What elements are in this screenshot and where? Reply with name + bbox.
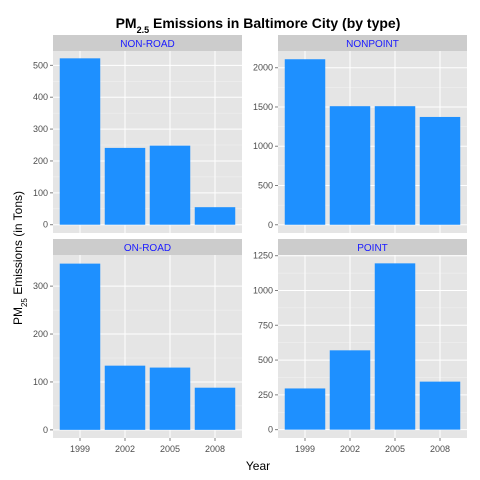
x-tick-label: 2002 bbox=[115, 444, 135, 454]
facet-strip-label: NON-ROAD bbox=[120, 39, 174, 50]
x-tick-label: 1999 bbox=[295, 444, 315, 454]
y-tick-label: 500 bbox=[33, 60, 48, 70]
y-tick-label: 0 bbox=[268, 425, 273, 435]
bar bbox=[194, 387, 236, 430]
y-tick-label: 300 bbox=[33, 124, 48, 134]
y-tick-label: 250 bbox=[258, 390, 273, 400]
facet-strip bbox=[278, 35, 467, 51]
x-tick-label: 1999 bbox=[70, 444, 90, 454]
y-axis-label: PM25 Emissions (in Tons) bbox=[11, 191, 29, 325]
bar bbox=[59, 58, 101, 225]
facet-strip-label: NONPOINT bbox=[346, 39, 399, 50]
bar bbox=[59, 263, 101, 430]
facet-strip bbox=[53, 35, 242, 51]
facet-strip bbox=[53, 239, 242, 255]
bar bbox=[104, 365, 146, 430]
y-tick-label: 0 bbox=[43, 425, 48, 435]
y-tick-label: 200 bbox=[33, 329, 48, 339]
y-tick-label: 200 bbox=[33, 156, 48, 166]
x-axis-label: Year bbox=[246, 459, 270, 473]
y-tick-label: 400 bbox=[33, 92, 48, 102]
facet-strip-label: POINT bbox=[357, 243, 388, 254]
bar bbox=[149, 367, 191, 430]
bar bbox=[284, 59, 326, 225]
y-tick-label: 1500 bbox=[253, 102, 273, 112]
y-tick-label: 750 bbox=[258, 320, 273, 330]
facet-panel: NONPOINT 0 500 1000 1500 2000 bbox=[253, 35, 467, 233]
x-tick-label: 2005 bbox=[160, 444, 180, 454]
bar bbox=[329, 350, 371, 430]
y-tick-label: 1250 bbox=[253, 251, 273, 261]
y-tick-label: 1000 bbox=[253, 285, 273, 295]
y-tick-label: 1000 bbox=[253, 141, 273, 151]
y-tick-label: 0 bbox=[43, 220, 48, 230]
x-tick-label: 2008 bbox=[205, 444, 225, 454]
bar bbox=[374, 106, 416, 225]
facet-strip-label: ON-ROAD bbox=[124, 243, 171, 254]
chart-title: PM2.5 Emissions in Baltimore City (by ty… bbox=[116, 15, 401, 35]
x-tick-label: 2008 bbox=[430, 444, 450, 454]
bar bbox=[419, 116, 461, 225]
bar bbox=[329, 106, 371, 225]
bar bbox=[374, 263, 416, 430]
x-tick-label: 2005 bbox=[385, 444, 405, 454]
facet-panel: POINT 0 250 500 750 1000 1250 1999 2002 2005 2008 bbox=[253, 239, 467, 454]
y-tick-label: 300 bbox=[33, 281, 48, 291]
facet-panel: NON-ROAD 0 100 200 300 400 500 bbox=[33, 35, 242, 233]
y-tick-label: 100 bbox=[33, 188, 48, 198]
bar bbox=[149, 145, 191, 225]
facet-panels: NON-ROAD0100200300400500NONPOINT05001000… bbox=[33, 35, 467, 454]
bar bbox=[419, 381, 461, 430]
y-tick-label: 500 bbox=[258, 355, 273, 365]
bar bbox=[104, 147, 146, 225]
y-tick-label: 100 bbox=[33, 377, 48, 387]
y-tick-label: 0 bbox=[268, 220, 273, 230]
facet-panel: ON-ROAD 0 100 200 300 1999 2002 2005 2008 bbox=[33, 239, 242, 454]
bar bbox=[194, 207, 236, 225]
facet-strip bbox=[278, 239, 467, 255]
y-tick-label: 2000 bbox=[253, 63, 273, 73]
x-tick-label: 2002 bbox=[340, 444, 360, 454]
y-tick-label: 500 bbox=[258, 180, 273, 190]
bar bbox=[284, 388, 326, 430]
